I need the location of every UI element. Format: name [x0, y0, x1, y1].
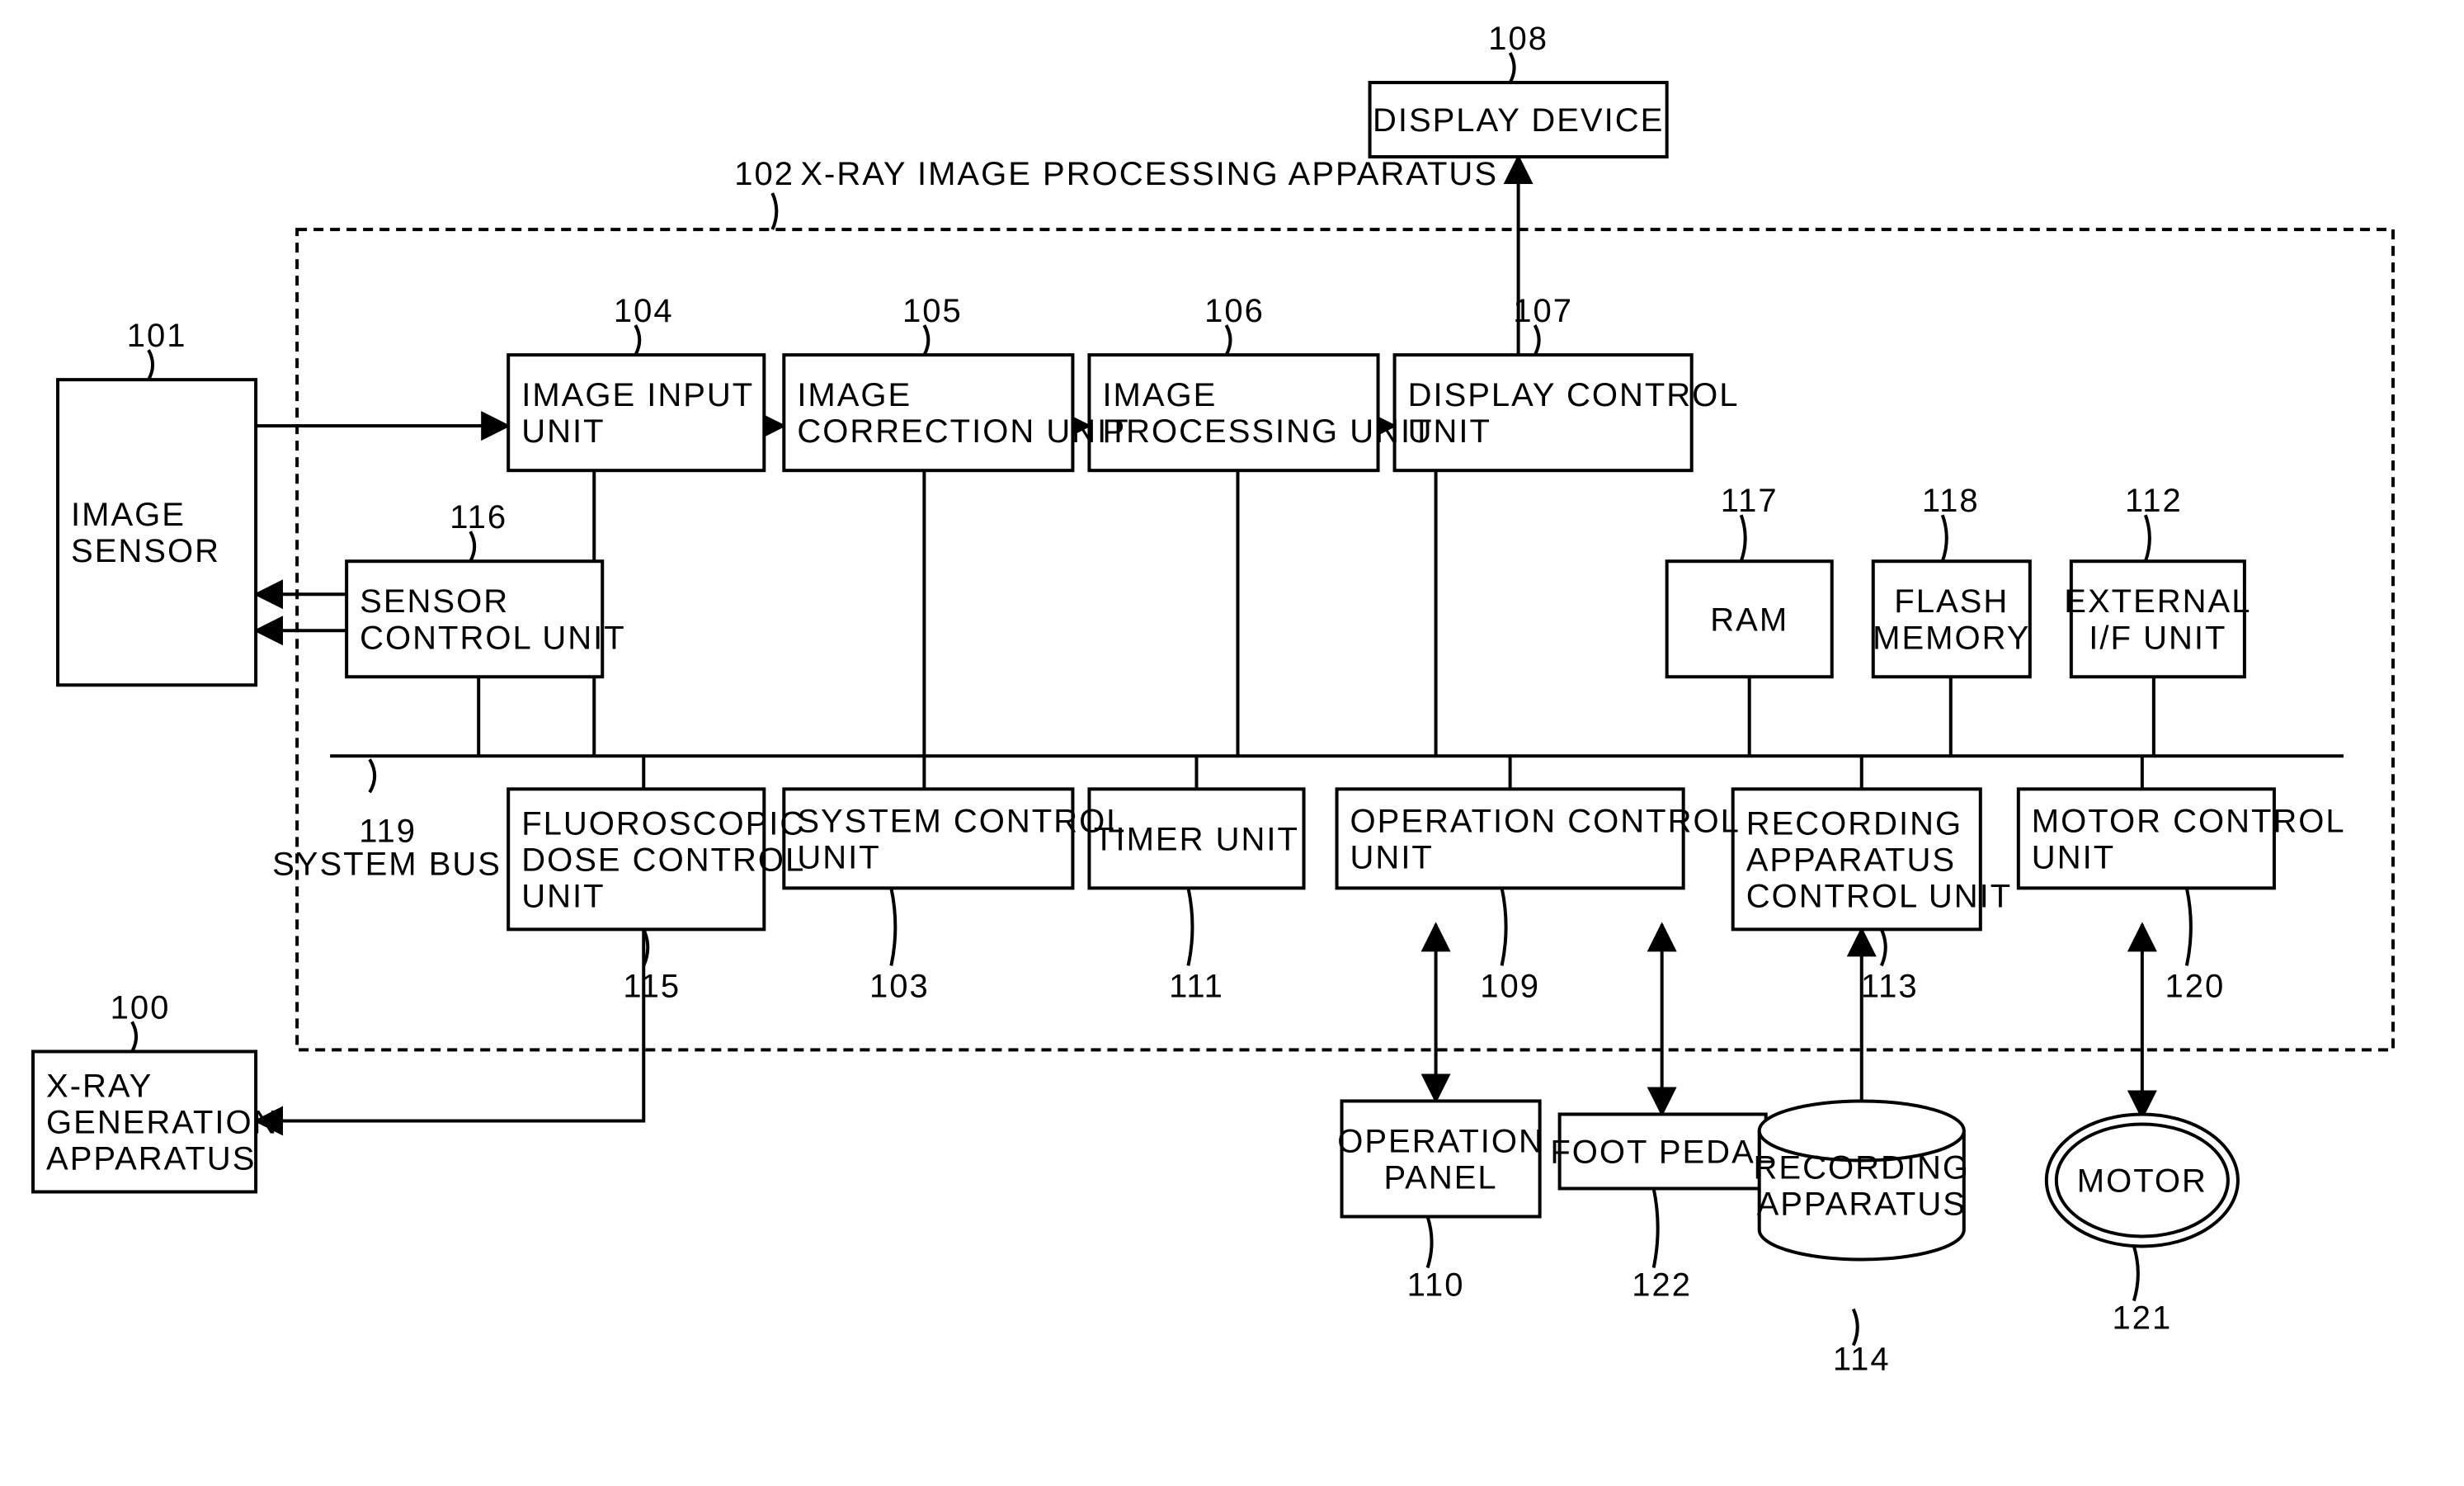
block-ram-label: RAM	[1710, 601, 1788, 638]
ref-113: 113	[1861, 968, 1919, 1004]
block-display_control-label: UNIT	[1408, 413, 1491, 450]
ref-105: 105	[902, 293, 963, 329]
ref-121: 121	[2112, 1300, 2172, 1337]
block-motor_control-label: MOTOR CONTROL	[2032, 803, 2346, 839]
block-timer_unit-label: TIMER UNIT	[1094, 821, 1299, 857]
tick-114	[1854, 1309, 1858, 1346]
tick-112	[2146, 515, 2150, 561]
ref-109: 109	[1480, 968, 1540, 1004]
block-operation_panel-label: OPERATION	[1337, 1123, 1544, 1159]
block-display_control-label: DISPLAY CONTROL	[1408, 377, 1740, 413]
block-recording_app-label: APPARATUS	[1757, 1186, 1967, 1222]
tick-120	[2187, 888, 2191, 965]
block-image_sensor-label: SENSOR	[71, 533, 220, 569]
block-fluoro_dose-label: DOSE CONTROL	[521, 842, 805, 878]
ref-108: 108	[1488, 21, 1548, 57]
ref-119: 119	[359, 813, 417, 849]
tick-118	[1943, 515, 1947, 561]
block-motor_control-label: UNIT	[2032, 839, 2115, 875]
block-foot_pedal-label: FOOT PEDAL	[1550, 1134, 1775, 1170]
block-recording_control-label: RECORDING	[1746, 805, 1962, 842]
ref-120: 120	[2165, 968, 2226, 1004]
block-sensor_control-label: SENSOR	[360, 583, 509, 620]
block-fluoro_dose-label: FLUOROSCOPIC	[521, 805, 805, 842]
block-recording_control-label: APPARATUS	[1746, 842, 1956, 878]
tick-110	[1428, 1216, 1432, 1267]
tick-121	[2134, 1246, 2138, 1300]
ref-117: 117	[1721, 483, 1779, 519]
block-flash_mem-label: FLASH	[1894, 583, 2009, 620]
ref-114: 114	[1833, 1342, 1891, 1378]
block-ext_if-label: EXTERNAL	[2064, 583, 2251, 620]
block-image_processing-label: PROCESSING UNIT	[1102, 413, 1433, 450]
ref-122: 122	[1632, 1267, 1692, 1304]
block-ext_if-label: I/F UNIT	[2089, 620, 2226, 656]
block-system_control-label: UNIT	[797, 839, 880, 875]
ref-101: 101	[127, 318, 187, 354]
block-xray_gen-label: GENERATION	[46, 1104, 279, 1140]
tick-103	[891, 888, 895, 965]
xray-block-diagram: 102X-RAY IMAGE PROCESSING APPARATUS119SY…	[0, 0, 2464, 1486]
tick-107	[1535, 325, 1539, 355]
tick-106	[1226, 325, 1230, 355]
block-operation_panel-label: PANEL	[1383, 1159, 1497, 1196]
tick-101	[148, 350, 153, 380]
block-display_device-label: DISPLAY DEVICE	[1373, 102, 1664, 139]
ref-112: 112	[2125, 483, 2183, 519]
tick-109	[1502, 888, 1506, 965]
block-flash_mem-label: MEMORY	[1873, 620, 2030, 656]
block-image_sensor-label: IMAGE	[71, 497, 186, 533]
tick-102	[772, 193, 776, 229]
block-operation_control-label: OPERATION CONTROL	[1350, 803, 1741, 839]
ref-102: 102	[734, 156, 794, 192]
ref-116: 116	[450, 499, 507, 535]
ref-106: 106	[1204, 293, 1265, 329]
bus-tick	[370, 759, 375, 792]
ref-107: 107	[1513, 293, 1573, 329]
tick-113	[1882, 929, 1886, 965]
ref-110: 110	[1407, 1267, 1465, 1304]
block-system_control-label: SYSTEM CONTROL	[797, 803, 1126, 839]
block-sensor_control-label: CONTROL UNIT	[360, 620, 626, 656]
block-image_input-label: IMAGE INPUT	[521, 377, 754, 413]
tick-116	[470, 531, 474, 561]
ref-100: 100	[111, 989, 171, 1026]
block-recording_app-label: RECORDING	[1754, 1149, 1970, 1186]
block-image_correction-label: CORRECTION UNIT	[797, 413, 1129, 450]
tick-104	[635, 325, 639, 355]
ref-111: 111	[1169, 968, 1224, 1004]
main-container-title: X-RAY IMAGE PROCESSING APPARATUS	[800, 156, 1498, 192]
ref-115: 115	[623, 968, 681, 1004]
tick-105	[924, 325, 928, 355]
ref-103: 103	[869, 968, 930, 1004]
block-fluoro_dose-label: UNIT	[521, 878, 605, 914]
system-bus-label: SYSTEM BUS	[272, 846, 502, 882]
block-motor-label: MOTOR	[2077, 1163, 2207, 1199]
block-operation_control-label: UNIT	[1350, 839, 1434, 875]
block-xray_gen-label: APPARATUS	[46, 1140, 256, 1177]
block-image_input-label: UNIT	[521, 413, 605, 450]
block-image_correction-label: IMAGE	[797, 377, 912, 413]
ref-104: 104	[614, 293, 674, 329]
tick-122	[1654, 1188, 1658, 1267]
tick-117	[1741, 515, 1746, 561]
tick-108	[1510, 53, 1515, 83]
tick-111	[1188, 888, 1192, 965]
block-recording_control-label: CONTROL UNIT	[1746, 878, 2013, 914]
tick-100	[132, 1021, 136, 1051]
conn-fluoro-to-xray	[256, 929, 643, 1120]
block-image_processing-label: IMAGE	[1102, 377, 1217, 413]
block-xray_gen-label: X-RAY	[46, 1068, 153, 1104]
ref-118: 118	[1922, 483, 1980, 519]
